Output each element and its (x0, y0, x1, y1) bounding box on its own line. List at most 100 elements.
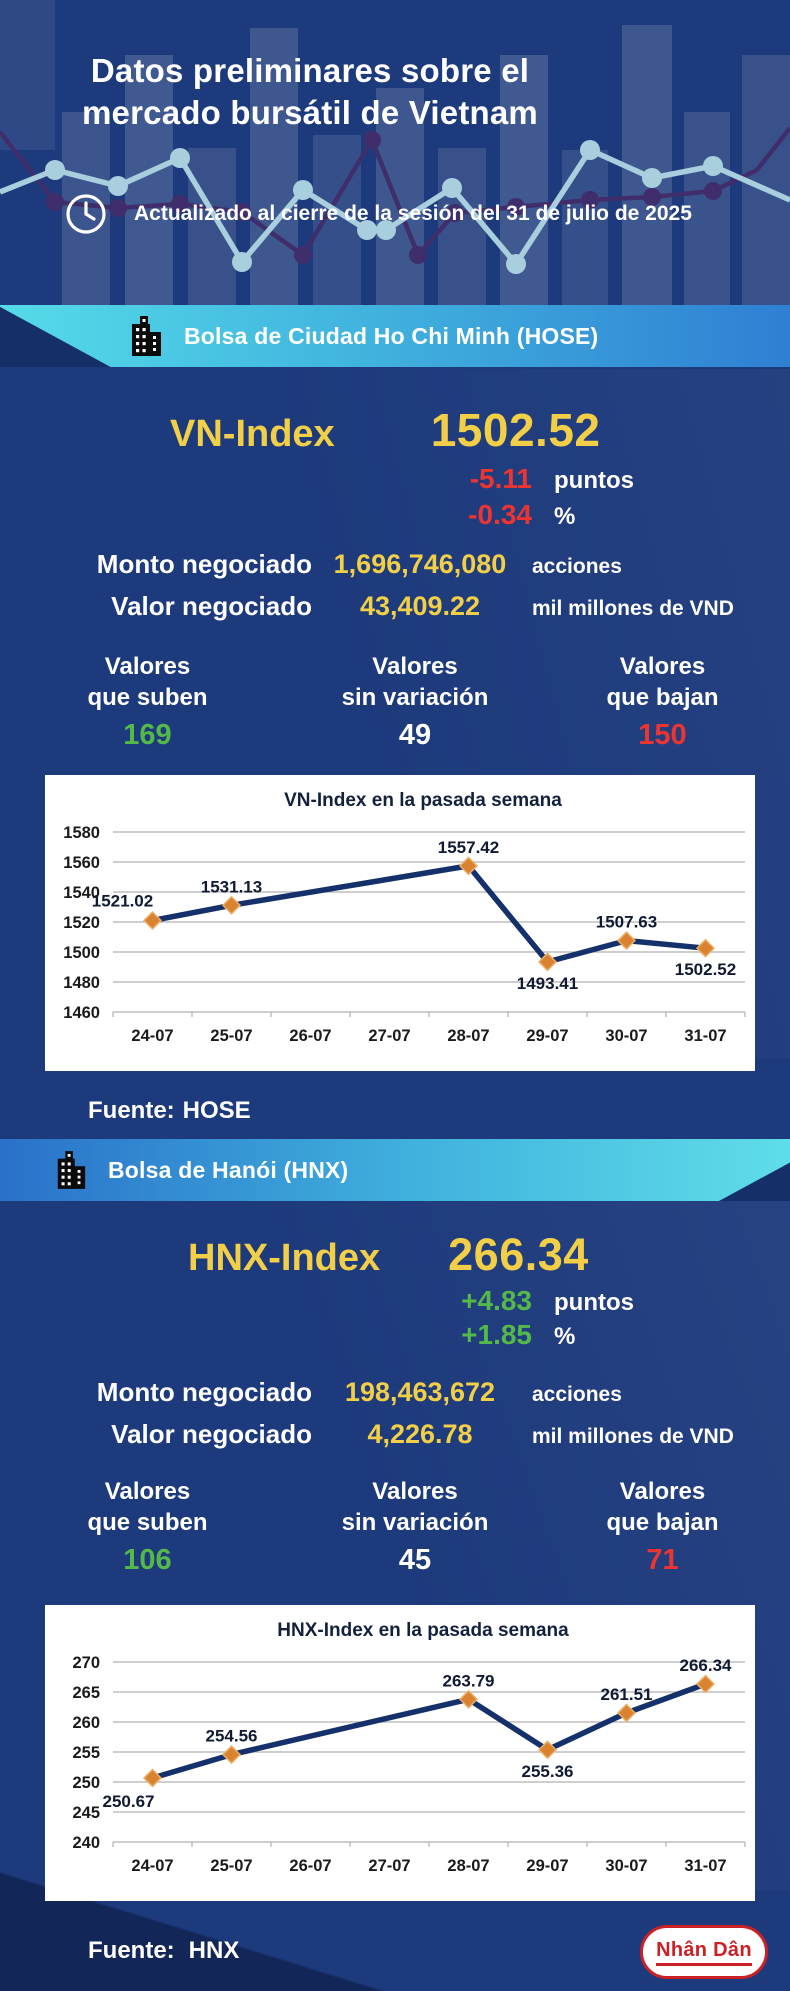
svg-text:1557.42: 1557.42 (438, 838, 499, 857)
hnx-source: Fuente: HNX (88, 1937, 239, 1967)
svg-text:266.34: 266.34 (680, 1656, 733, 1675)
hnx-volume-label: Monto negociado (96, 1377, 312, 1407)
hose-volume-unit: acciones (532, 555, 622, 578)
svg-text:28-07: 28-07 (447, 1027, 489, 1045)
hose-decliners: Valores que bajan 150 (535, 651, 790, 752)
updated-text: Actualizado al cierre de la sesión del 3… (134, 201, 692, 225)
hnx-decliners-count: 71 (646, 1544, 679, 1576)
svg-text:254.56: 254.56 (206, 1727, 258, 1746)
hnx-index-value: 266.34 (448, 1229, 589, 1280)
svg-text:HNX-Index en la pasada semana: HNX-Index en la pasada semana (277, 1620, 569, 1641)
hose-source-label: Fuente: (88, 1097, 175, 1124)
svg-text:250: 250 (72, 1774, 100, 1792)
hnx-source-value: HNX (188, 1937, 240, 1964)
svg-text:29-07: 29-07 (526, 1857, 568, 1875)
svg-text:VN-Index en la pasada semana: VN-Index en la pasada semana (284, 790, 562, 811)
svg-text:27-07: 27-07 (368, 1857, 410, 1875)
page-title: Datos preliminares sobre el mercado burs… (0, 0, 620, 134)
hnx-source-label: Fuente: (88, 1937, 175, 1964)
svg-text:1507.63: 1507.63 (596, 913, 657, 932)
svg-text:30-07: 30-07 (605, 1027, 647, 1045)
svg-text:30-07: 30-07 (605, 1857, 647, 1875)
hose-unchanged-count: 49 (398, 719, 432, 751)
hose-turnover-label: Valor negociado (111, 591, 312, 621)
footer: Fuente: HNX Nhân Dân (0, 1925, 790, 1979)
hnx-advancers-count: 106 (123, 1544, 172, 1576)
hose-change-points-row: -5.11 puntos (0, 463, 790, 494)
header-decoration-chart (0, 0, 790, 305)
lightblue-line-series (0, 140, 790, 274)
hose-section: VN-Index 1502.52 -5.11 puntos -0.34 % Mo… (0, 403, 790, 1127)
svg-text:25-07: 25-07 (210, 1027, 252, 1045)
hnx-volume-unit: acciones (532, 1383, 622, 1406)
hnx-change-percent-unit: % (554, 1323, 576, 1350)
hose-index-value: 1502.52 (430, 404, 601, 456)
hose-advancers-count: 169 (123, 719, 172, 751)
svg-text:25-07: 25-07 (210, 1857, 252, 1875)
hnx-breadth: Valores que suben 106 Valores sin variació… (0, 1476, 790, 1577)
hose-change-percent-unit: % (554, 503, 576, 530)
svg-text:1531.13: 1531.13 (201, 877, 262, 896)
vn-index-chart-card: VN-Index en la pasada semana 1580 1560 1540… (45, 775, 755, 1071)
hose-breadth: Valores que suben 169 Valores sin variació… (0, 651, 790, 752)
hose-index-name: VN-Index (170, 413, 335, 455)
hnx-change-points: +4.83 (461, 1285, 532, 1316)
hose-unchanged: Valores sin variación 49 (295, 651, 535, 752)
hnx-index-row: HNX-Index 266.34 (188, 1229, 790, 1281)
hose-advancers: Valores que suben 169 (0, 651, 295, 752)
svg-text:250.67: 250.67 (103, 1792, 155, 1811)
hnx-turnover-unit: mil millones de VND (532, 1425, 734, 1448)
hnx-change-points-row: +4.83 puntos (0, 1285, 790, 1316)
hose-turnover-unit: mil millones de VND (532, 597, 734, 620)
clock-icon (66, 194, 106, 234)
svg-text:263.79: 263.79 (443, 1671, 495, 1690)
svg-text:24-07: 24-07 (131, 1027, 173, 1045)
svg-text:255: 255 (72, 1744, 100, 1762)
svg-text:245: 245 (72, 1804, 100, 1822)
hnx-volume-value: 198,463,672 (344, 1377, 496, 1407)
svg-text:270: 270 (72, 1654, 100, 1672)
svg-text:240: 240 (72, 1834, 100, 1852)
hose-change-points: -5.11 (469, 463, 532, 494)
hose-decliners-count: 150 (638, 719, 687, 751)
svg-text:1580: 1580 (63, 824, 100, 842)
svg-text:1502.52: 1502.52 (675, 960, 736, 979)
hose-turnover-value: 43,409.22 (359, 591, 481, 621)
hose-index-row: VN-Index 1502.52 (170, 403, 790, 457)
update-row: Actualizado al cierre de la sesión del 3… (64, 192, 790, 236)
hose-volume-label: Monto negociado (96, 549, 312, 579)
hnx-index-chart-card: HNX-Index en la pasada semana 270 265 260 25… (45, 1605, 755, 1901)
svg-text:26-07: 26-07 (289, 1027, 331, 1045)
svg-text:31-07: 31-07 (684, 1857, 726, 1875)
hnx-turnover-value: 4,226.78 (367, 1419, 473, 1449)
hose-banner-label: Bolsa de Ciudad Ho Chi Minh (HOSE) (184, 322, 599, 349)
svg-text:1521.02: 1521.02 (92, 891, 153, 910)
hnx-volume-row: Monto negociado 198,463,672 acciones (0, 1377, 790, 1410)
purple-line-series (0, 126, 790, 264)
svg-text:1460: 1460 (63, 1004, 100, 1022)
hnx-unchanged: Valores sin variación 45 (295, 1476, 535, 1577)
hose-banner: Bolsa de Ciudad Ho Chi Minh (HOSE) (0, 305, 790, 367)
hnx-turnover-label: Valor negociado (111, 1419, 312, 1449)
hose-source-value: HOSE (182, 1097, 251, 1124)
svg-text:261.51: 261.51 (601, 1685, 653, 1704)
hnx-decliners: Valores que bajan 71 (535, 1476, 790, 1577)
hnx-banner-background (0, 1139, 790, 1201)
hnx-advancers: Valores que suben 106 (0, 1476, 295, 1577)
vn-index-week-chart: VN-Index en la pasada semana 1580 1560 1540… (63, 790, 746, 1045)
hnx-banner-label: Bolsa de Hanói (HNX) (108, 1156, 349, 1183)
hnx-index-week-chart: HNX-Index en la pasada semana 270 265 260 25… (72, 1620, 746, 1875)
hnx-index-name: HNX-Index (188, 1237, 381, 1279)
hose-volume-row: Monto negociado 1,696,746,080 acciones (0, 549, 790, 582)
svg-text:260: 260 (72, 1714, 100, 1732)
hose-turnover-row: Valor negociado 43,409.22 mil millones d… (0, 591, 790, 624)
svg-text:1480: 1480 (63, 974, 100, 992)
hnx-change-percent: +1.85 (461, 1319, 532, 1350)
building-icon (128, 315, 164, 357)
nhan-dan-logo: Nhân Dân (640, 1925, 768, 1979)
hnx-unchanged-count: 45 (398, 1544, 432, 1576)
hnx-turnover-row: Valor negociado 4,226.78 mil millones de… (0, 1419, 790, 1452)
hose-volume-value: 1,696,746,080 (333, 549, 507, 579)
svg-text:1520: 1520 (63, 914, 100, 932)
